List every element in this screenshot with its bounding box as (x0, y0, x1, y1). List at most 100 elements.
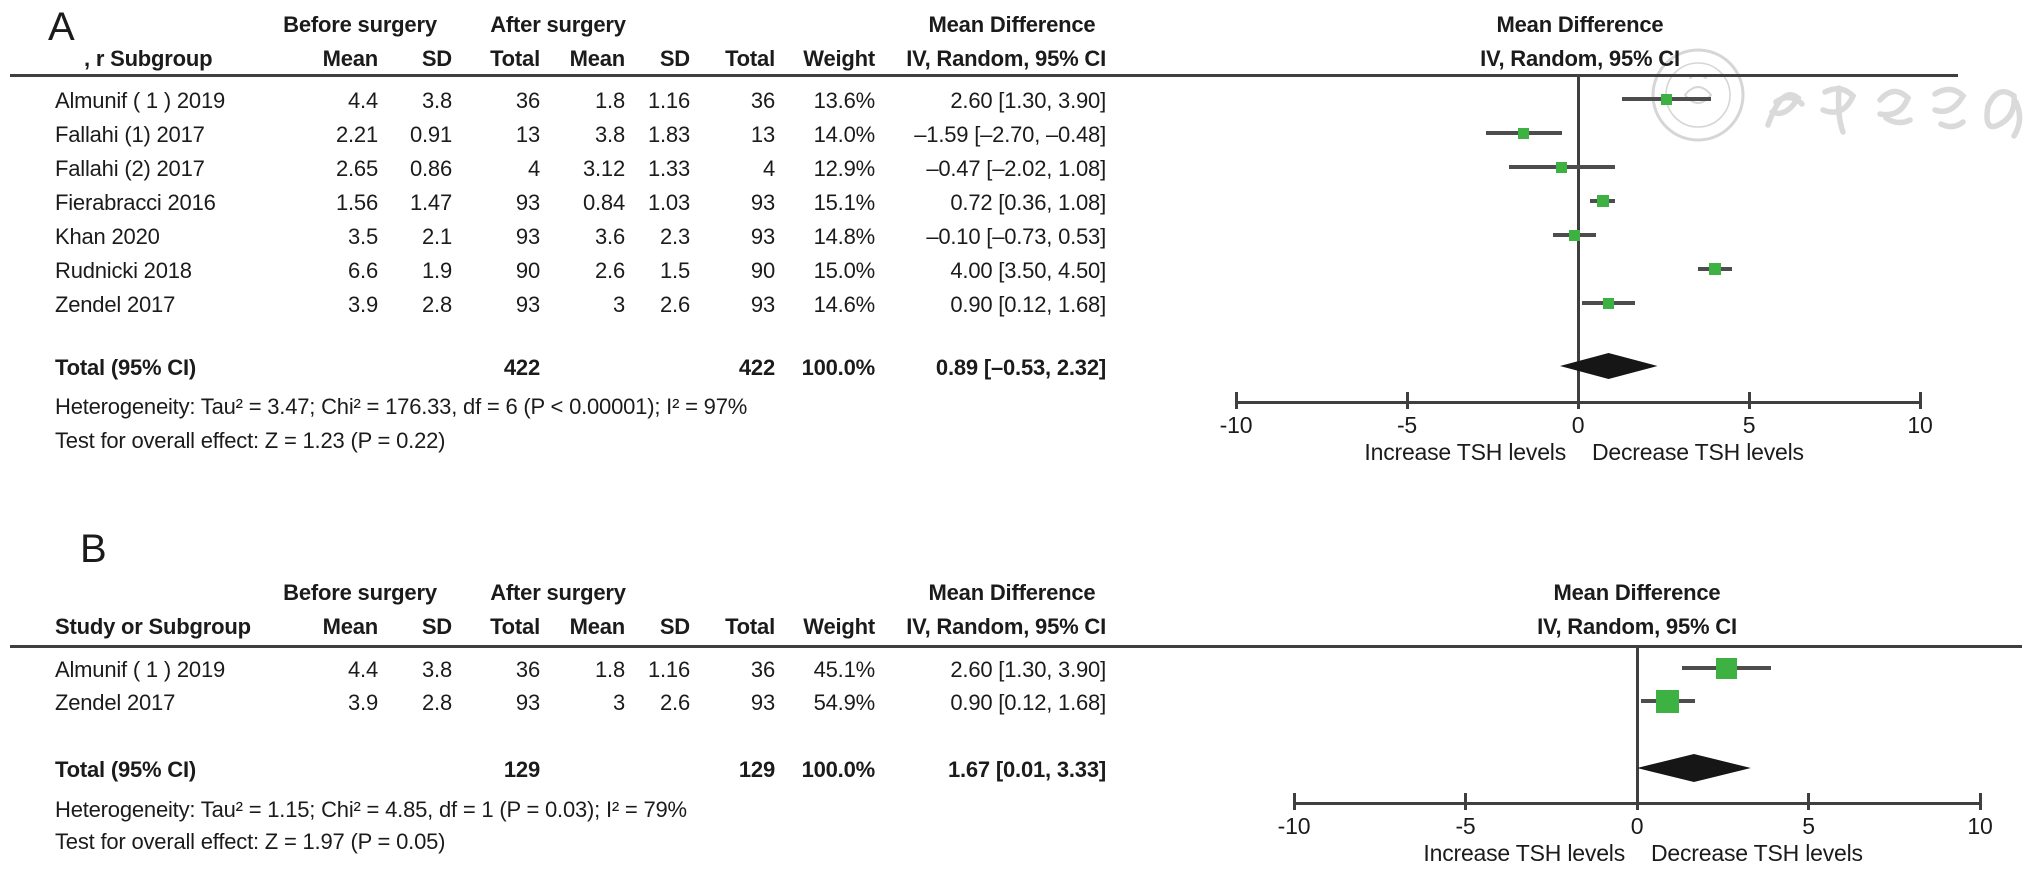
cell-mean-before: 3.5 (348, 224, 378, 249)
cell-mean-after: 1.8 (595, 88, 625, 113)
effect-square (1715, 657, 1737, 679)
cell-mean-after: 2.6 (595, 258, 625, 283)
col-header-mean-after: Mean (569, 46, 626, 71)
cell-mean-before: 2.21 (335, 122, 378, 147)
study-name: Khan 2020 (55, 224, 160, 249)
group-header-after-surgery: After surgery (490, 580, 626, 605)
cell-weight: 45.1% (813, 657, 876, 682)
axis-caption-right: Decrease TSH levels (1651, 840, 1863, 866)
total-before-sum: 422 (503, 355, 540, 380)
plot-effect-header: Mean Difference (1496, 12, 1664, 37)
cell-mean-before: 1.56 (335, 190, 378, 215)
heterogeneity-stats: Heterogeneity: Tau² = 3.47; Chi² = 176.3… (55, 394, 748, 419)
study-column-header: Study or Subgroup (55, 614, 251, 639)
study-name: Fierabracci 2016 (55, 190, 216, 215)
axis-tick-label: -10 (1277, 813, 1311, 839)
axis-tick-label: 10 (1967, 813, 1993, 839)
pooled-diamond (1637, 754, 1752, 782)
effect-square (1656, 689, 1680, 713)
cell-mean-after: 0.84 (582, 190, 625, 215)
cell-total-before: 93 (515, 190, 540, 215)
study-name: Zendel 2017 (55, 690, 176, 715)
group-header-before-surgery: Before surgery (283, 580, 437, 605)
cell-sd-before: 0.91 (409, 122, 452, 147)
cell-sd-after: 2.6 (660, 292, 690, 317)
col-header-weight: Weight (803, 46, 875, 71)
total-ci-text: 1.67 [0.01, 3.33] (947, 757, 1106, 782)
axis-tick (1807, 793, 1810, 810)
md-column-header: Mean Difference (928, 12, 1096, 37)
cell-ci-text: 0.72 [0.36, 1.08] (950, 190, 1106, 215)
cell-weight: 14.8% (813, 224, 876, 249)
cell-ci-text: 0.90 [0.12, 1.68] (950, 292, 1106, 317)
study-name: Rudnicki 2018 (55, 258, 192, 283)
cell-total-after: 36 (750, 657, 775, 682)
axis-tick (1576, 392, 1580, 409)
cell-sd-before: 0.86 (409, 156, 452, 181)
study-name: Almunif ( 1 ) 2019 (55, 88, 226, 113)
cell-sd-after: 1.83 (647, 122, 690, 147)
total-before-sum: 129 (503, 757, 540, 782)
axis-caption-left: Increase TSH levels (1364, 439, 1566, 465)
total-row-label: Total (95% CI) (55, 355, 197, 380)
header-rule (10, 645, 2022, 648)
cell-weight: 14.0% (813, 122, 876, 147)
effect-square (1661, 93, 1673, 105)
watermark (1651, 48, 2023, 142)
col-header-mean-before: Mean (322, 614, 379, 639)
cell-mean-before: 4.4 (348, 88, 378, 113)
watermark-text-icon (1765, 85, 2023, 139)
cell-mean-after: 3.8 (595, 122, 625, 147)
cell-total-before: 90 (515, 258, 540, 283)
col-header-mean-before: Mean (322, 46, 379, 71)
cell-weight: 15.1% (813, 190, 876, 215)
axis-tick (1747, 392, 1751, 409)
cell-mean-before: 6.6 (348, 258, 378, 283)
cell-mean-before: 3.9 (348, 690, 378, 715)
axis-tick-label: -5 (1455, 813, 1476, 839)
cell-sd-before: 1.9 (422, 258, 452, 283)
cell-weight: 54.9% (813, 690, 876, 715)
axis-tick-label: 0 (1630, 813, 1644, 839)
cell-weight: 14.6% (813, 292, 876, 317)
overall-effect-test: Test for overall effect: Z = 1.23 (P = 0… (55, 428, 446, 453)
cell-mean-after: 3 (612, 292, 625, 317)
col-header-sd-after: SD (659, 46, 690, 71)
cell-total-before: 93 (515, 292, 540, 317)
cell-total-before: 36 (515, 657, 540, 682)
axis-tick-label: 0 (1571, 412, 1585, 438)
group-header-after-surgery: After surgery (490, 12, 626, 37)
col-header-sd-before: SD (421, 614, 452, 639)
cell-total-after: 93 (750, 224, 775, 249)
cell-mean-after: 3.12 (582, 156, 625, 181)
header-rule (10, 74, 1958, 77)
cell-total-before: 13 (515, 122, 540, 147)
effect-square (1596, 195, 1609, 207)
cell-sd-after: 1.33 (647, 156, 690, 181)
group-header-before-surgery: Before surgery (283, 12, 437, 37)
study-name: Zendel 2017 (55, 292, 176, 317)
md-column-header: Mean Difference (928, 580, 1096, 605)
cell-sd-after: 1.5 (660, 258, 690, 283)
cell-mean-before: 3.9 (348, 292, 378, 317)
col-header-total-after: Total (725, 614, 775, 639)
plot-effect-header: Mean Difference (1553, 580, 1721, 605)
study-name: Fallahi (2) 2017 (55, 156, 205, 181)
cell-ci-text: –1.59 [–2.70, –0.48] (914, 122, 1106, 147)
cell-sd-after: 1.16 (647, 88, 690, 113)
panel-label: A (48, 5, 75, 49)
cell-sd-after: 2.3 (660, 224, 690, 249)
axis-tick (1918, 392, 1922, 409)
cell-sd-before: 2.8 (422, 690, 452, 715)
col-header-weight: Weight (803, 614, 875, 639)
cell-mean-after: 1.8 (595, 657, 625, 682)
ci-column-header: IV, Random, 95% CI (906, 46, 1106, 71)
total-weight: 100.0% (801, 355, 876, 380)
axis-tick (1464, 793, 1467, 810)
col-header-sd-before: SD (421, 46, 452, 71)
study-name: Almunif ( 1 ) 2019 (55, 657, 226, 682)
total-after-sum: 422 (738, 355, 775, 380)
col-header-total-before: Total (490, 614, 540, 639)
plot-method-header: IV, Random, 95% CI (1480, 46, 1680, 71)
